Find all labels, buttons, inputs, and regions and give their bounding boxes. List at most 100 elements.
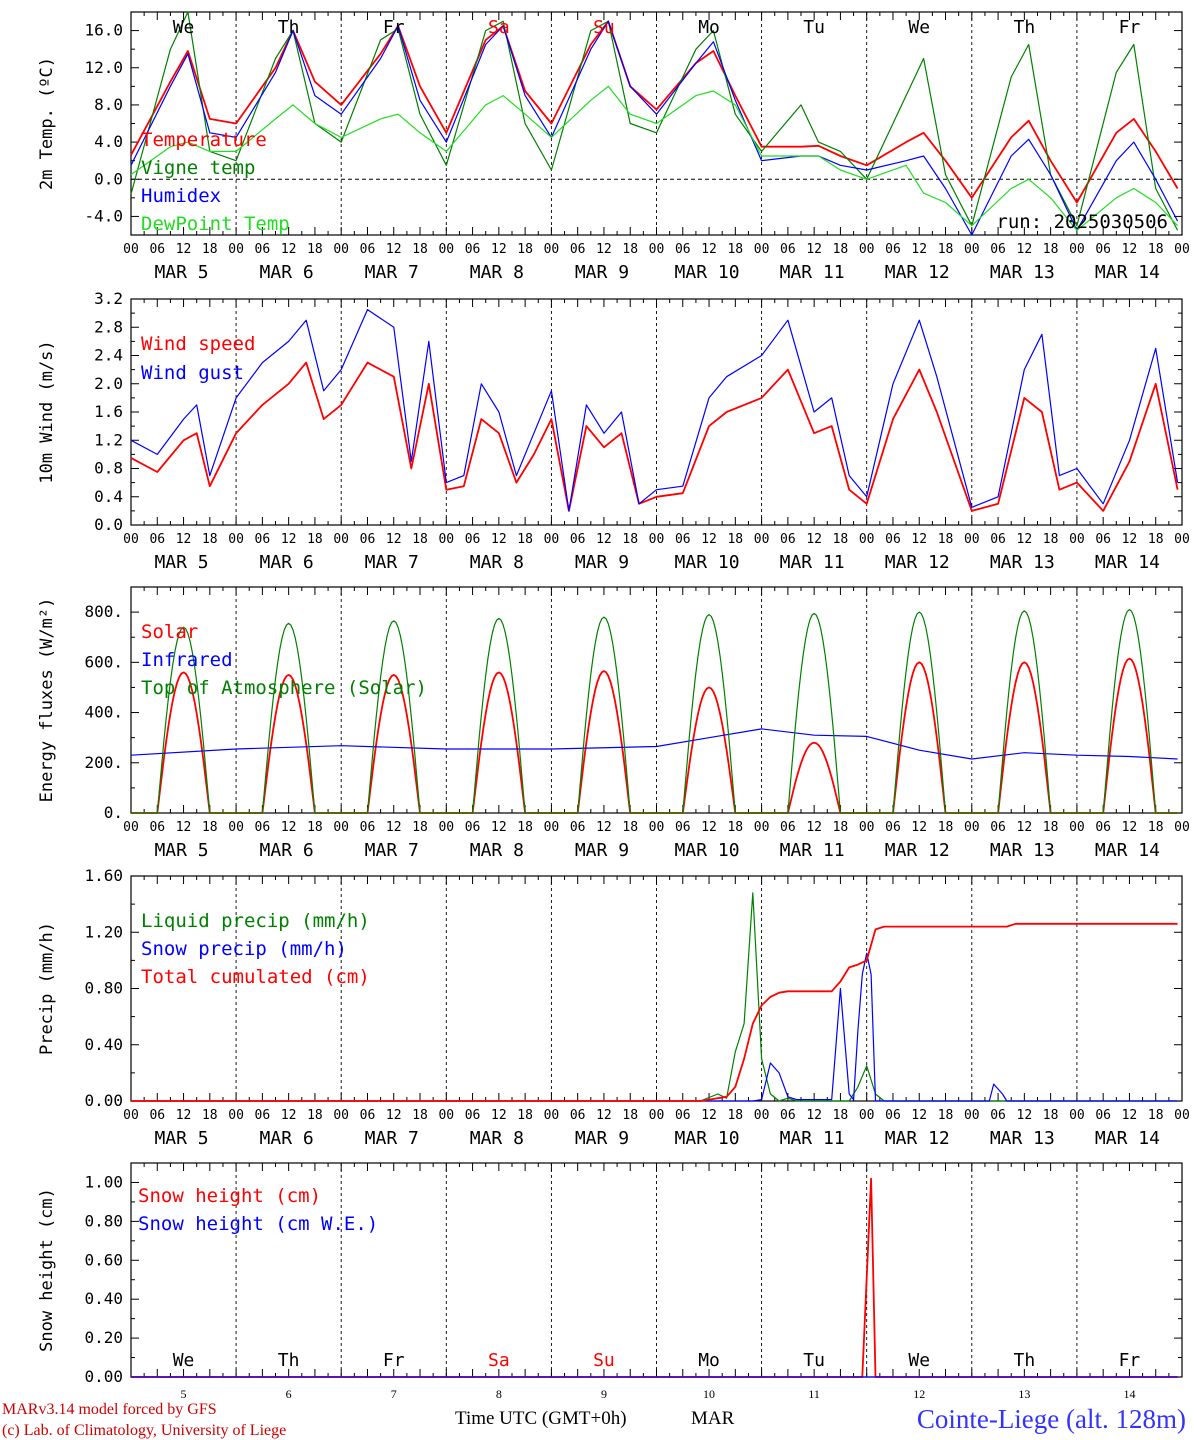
date-label: MAR 13 (990, 840, 1055, 861)
y-axis-title: 10m Wind (m/s) (37, 340, 57, 483)
hour-tick-label: 06 (675, 820, 691, 835)
x-axis-title: Time UTC (GMT+0h) (455, 1408, 627, 1429)
hour-tick-label: 06 (255, 532, 271, 547)
legend-entry: Total cumulated (cm) (141, 966, 370, 988)
hour-tick-label: 12 (1017, 820, 1033, 835)
hour-tick-label: 00 (123, 242, 139, 257)
day-name-bottom: Su (593, 1350, 615, 1371)
credit-line-2: (c) Lab. of Climatology, University of L… (2, 1422, 286, 1439)
hour-tick-label: 12 (701, 532, 717, 547)
hour-tick-label: 12 (596, 1108, 612, 1123)
y-tick-label: 0.00 (84, 1367, 123, 1386)
hour-tick-label: 06 (570, 820, 586, 835)
hour-tick-label: 18 (517, 820, 533, 835)
hour-tick-label: 12 (491, 1108, 507, 1123)
y-tick-label: 0.80 (84, 1211, 123, 1230)
day-name-top: We (908, 17, 930, 38)
panel-3: 0. 200. 400. 600. 800. Energy fluxes (W/m²) So… (37, 586, 1190, 861)
hour-tick-label: 18 (938, 242, 954, 257)
hour-tick-label: 12 (911, 1108, 927, 1123)
hour-tick-label: 12 (806, 1108, 822, 1123)
hour-tick-label: 12 (806, 532, 822, 547)
hour-tick-label: 06 (360, 820, 376, 835)
day-name-top: Mo (698, 17, 720, 38)
hour-tick-label: 06 (570, 532, 586, 547)
hour-tick-label: 12 (1017, 1108, 1033, 1123)
day-name-top: Fr (383, 17, 405, 38)
hour-tick-label: 12 (491, 242, 507, 257)
legend-entry: Wind gust (141, 362, 244, 384)
y-tick-label: 0.8 (94, 459, 123, 478)
day-name-bottom: We (908, 1350, 930, 1371)
hour-tick-label: 18 (938, 532, 954, 547)
legend-entry: Wind speed (141, 333, 255, 355)
run-label: run: 2025030506 (996, 211, 1168, 233)
y-tick-label: 0.00 (84, 1091, 123, 1110)
y-tick-label: 0.0 (94, 169, 123, 188)
legend-entry: Snow precip (mm/h) (141, 938, 347, 960)
hour-tick-label: 12 (1122, 1108, 1138, 1123)
day-name-top: Fr (1119, 17, 1141, 38)
legend-entry: Snow height (cm W.E.) (138, 1213, 378, 1235)
y-tick-label: 1.60 (84, 866, 123, 885)
hour-tick-label: 18 (517, 242, 533, 257)
hour-tick-label: 18 (938, 1108, 954, 1123)
hour-tick-label: 00 (228, 242, 244, 257)
date-label: MAR 14 (1095, 552, 1160, 573)
hour-tick-label: 06 (149, 820, 165, 835)
hour-tick-label: 18 (833, 820, 849, 835)
hour-tick-label: 06 (360, 532, 376, 547)
y-tick-label: 0.20 (84, 1328, 123, 1347)
hour-tick-label: 12 (596, 532, 612, 547)
hour-tick-label: 00 (754, 532, 770, 547)
hour-tick-label: 12 (176, 242, 192, 257)
legend-entry: Infrared (141, 649, 233, 671)
date-label: MAR 7 (365, 840, 419, 861)
hour-tick-label: 06 (990, 242, 1006, 257)
day-name-bottom: Fr (383, 1350, 405, 1371)
hour-tick-label: 00 (1069, 1108, 1085, 1123)
hour-tick-label: 00 (123, 532, 139, 547)
series-line-4-3 (131, 922, 1178, 1102)
hour-tick-label: 00 (228, 1108, 244, 1123)
y-tick-label: 600. (84, 652, 123, 671)
hour-tick-label: 00 (438, 242, 454, 257)
hour-tick-label: 00 (754, 820, 770, 835)
date-label: MAR 13 (990, 552, 1055, 573)
hour-tick-label: 00 (544, 820, 560, 835)
hour-tick-label: 00 (1174, 242, 1190, 257)
hour-tick-label: 18 (622, 820, 638, 835)
date-label: MAR 12 (885, 1128, 950, 1149)
hour-tick-label: 18 (1148, 532, 1164, 547)
day-number-label: 10 (703, 1387, 715, 1401)
hour-tick-label: 00 (333, 1108, 349, 1123)
day-name-top: Su (593, 17, 615, 38)
x-axis-month: MAR (691, 1408, 735, 1429)
date-label: MAR 6 (260, 840, 314, 861)
legend-entry: Vigne temp (141, 157, 255, 179)
hour-tick-label: 12 (911, 820, 927, 835)
hour-tick-label: 06 (1095, 532, 1111, 547)
hour-tick-label: 12 (491, 532, 507, 547)
y-tick-label: 2.4 (94, 346, 123, 365)
hour-tick-label: 18 (622, 532, 638, 547)
hour-tick-label: 18 (517, 532, 533, 547)
day-name-top: We (173, 17, 195, 38)
hour-tick-label: 00 (1069, 820, 1085, 835)
hour-tick-label: 00 (964, 820, 980, 835)
hour-tick-label: 06 (465, 820, 481, 835)
hour-tick-label: 12 (596, 820, 612, 835)
hour-tick-label: 06 (149, 242, 165, 257)
y-tick-label: 0.60 (84, 1250, 123, 1269)
hour-tick-label: 00 (123, 1108, 139, 1123)
hour-tick-label: 06 (570, 242, 586, 257)
date-label: MAR 5 (154, 262, 208, 283)
date-label: MAR 5 (154, 1128, 208, 1149)
day-name-bottom: We (173, 1350, 195, 1371)
day-number-label: 7 (391, 1387, 397, 1401)
series-line-4-2 (131, 952, 1178, 1102)
hour-tick-label: 12 (176, 532, 192, 547)
series-line-3-3 (131, 609, 1178, 814)
hour-tick-label: 00 (544, 1108, 560, 1123)
day-name-bottom: Th (1014, 1350, 1036, 1371)
